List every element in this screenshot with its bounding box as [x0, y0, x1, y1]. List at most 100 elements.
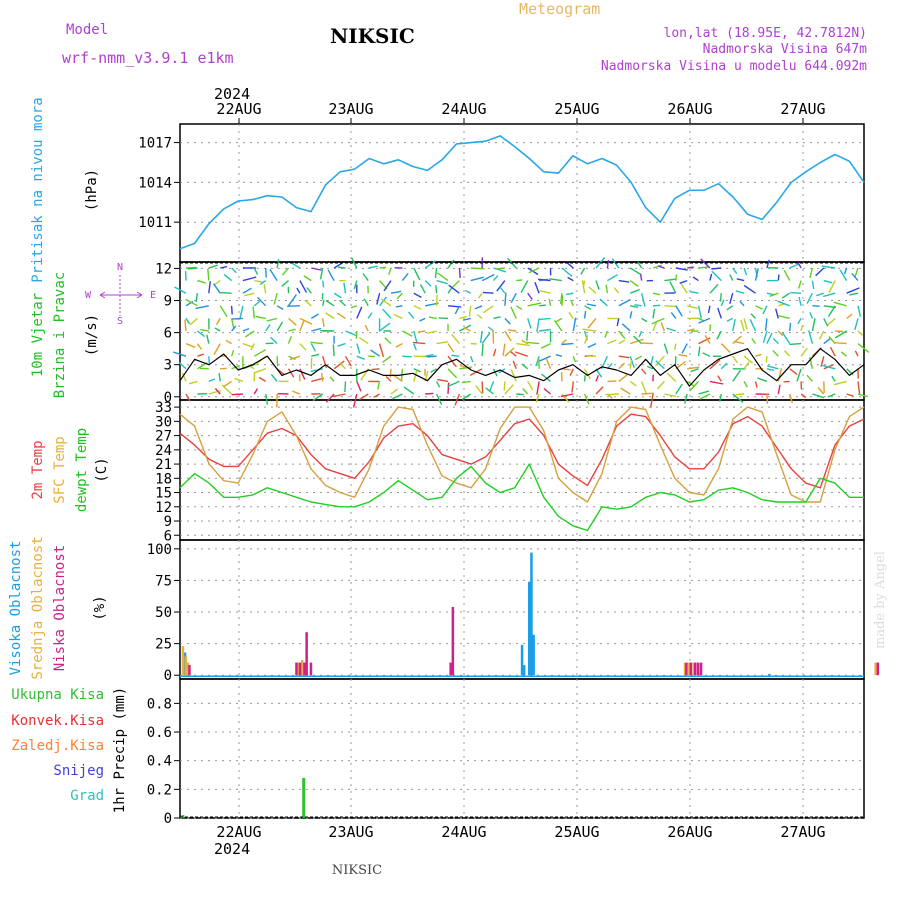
- wind-arrow: [424, 280, 432, 287]
- wind-arrow: [618, 374, 628, 382]
- bar: [303, 662, 306, 676]
- wind-arrow: [604, 330, 609, 338]
- top-day-labels: 22AUG 23AUG 24AUG 25AUG 26AUG 27AUG: [216, 100, 826, 124]
- wind-arrow: [208, 378, 216, 383]
- wind-arrow: [599, 298, 608, 307]
- wind-arrow: [561, 368, 571, 371]
- wind-arrow: [797, 318, 802, 325]
- y-tick-label: 0: [164, 668, 172, 684]
- wind-arrow: [402, 330, 413, 337]
- wind-arrow: [539, 328, 551, 332]
- wind-arrow: [356, 355, 365, 360]
- wind-arrow: [402, 355, 412, 358]
- wind-arrow: [663, 343, 669, 354]
- wind-arrow: [654, 355, 665, 367]
- temp-line-1: [179, 413, 865, 489]
- wind-arrow: [541, 373, 551, 382]
- wind-arrow: [367, 312, 373, 319]
- wind-arrow: [492, 330, 495, 344]
- wind-arrow: [527, 318, 532, 329]
- y-tick-label: 30: [155, 414, 172, 430]
- wind-arrow: [709, 359, 721, 370]
- wind-arrow: [234, 377, 244, 383]
- wind-arrow: [674, 343, 677, 351]
- wind-arrow: [783, 350, 791, 357]
- bar: [530, 552, 533, 676]
- wind-arrow: [379, 266, 387, 269]
- wind-arrow: [607, 380, 617, 383]
- wind-arrow: [800, 347, 808, 357]
- wind-arrow: [637, 261, 643, 269]
- wind-arrow: [646, 365, 654, 370]
- pressure-label: Pritisak na nivou mora: [30, 97, 46, 282]
- wind-arrow: [851, 272, 859, 282]
- wind-arrow: [669, 281, 677, 294]
- temp-label-2: SFC Temp: [52, 436, 68, 503]
- wind-arrow: [510, 292, 517, 304]
- wind-arrow: [276, 356, 279, 367]
- wind-arrow: [189, 317, 198, 326]
- wind-arrow: [800, 324, 804, 332]
- wind-arrow: [656, 380, 665, 390]
- wind-arrow: [583, 310, 587, 319]
- wind-arrow: [492, 368, 498, 377]
- wind-arrow: [287, 335, 293, 344]
- wind-arrow: [452, 280, 460, 288]
- wind-arrow: [789, 393, 793, 404]
- wind-arrow: [252, 306, 255, 319]
- wind-arrow: [390, 388, 399, 395]
- wind-arrow: [634, 304, 642, 307]
- wind-arrow: [811, 318, 816, 332]
- temp-line-2: [179, 406, 865, 503]
- bar: [699, 662, 703, 676]
- wind-arrow: [181, 372, 187, 382]
- wind-arrow: [385, 376, 392, 382]
- bar: [532, 634, 535, 676]
- wind-arrow: [846, 313, 853, 319]
- wind-arrow: [846, 287, 860, 294]
- y-tick-label: 0.8: [147, 696, 172, 712]
- wind-arrow: [481, 273, 495, 282]
- wind-arrow: [493, 316, 501, 320]
- wind-arrow: [195, 305, 209, 310]
- wind-arrow: [351, 257, 358, 269]
- wind-arrow: [207, 268, 210, 281]
- wind-arrow: [687, 305, 698, 310]
- wind-arrow: [816, 292, 825, 297]
- wind-arrow: [223, 273, 233, 282]
- wind-arrow: [230, 318, 235, 330]
- bottom-day-label: 26AUG: [667, 823, 712, 841]
- grid-lines: [180, 124, 864, 819]
- wind-arrow: [857, 305, 862, 317]
- wind-arrow: [538, 278, 551, 282]
- wind-arrow: [325, 393, 335, 403]
- wind-arrow: [521, 363, 529, 370]
- wind-arrow: [522, 388, 529, 395]
- wind-arrow: [539, 290, 551, 294]
- wind-arrow: [798, 296, 802, 306]
- wind-arrow: [545, 358, 552, 370]
- wind-arrow: [651, 317, 665, 325]
- wind-arrow: [560, 293, 563, 304]
- wind-arrow: [783, 269, 791, 281]
- wind-arrow: [620, 387, 631, 395]
- wind-arrow: [356, 343, 361, 354]
- wind-arrow: [428, 316, 437, 320]
- wind-arrow: [582, 328, 597, 332]
- wind-arrow: [818, 330, 825, 340]
- wind-arrow: [288, 328, 296, 332]
- model-label: Model: [66, 22, 108, 38]
- wind-arrow: [185, 318, 191, 325]
- wind-arrow: [536, 381, 540, 395]
- wind-arrow: [569, 368, 574, 376]
- wind-arrow: [740, 319, 745, 332]
- wind-arrow: [823, 279, 833, 284]
- wind-arrow: [720, 299, 725, 307]
- wind-arrow: [732, 393, 744, 403]
- wind-arrow: [587, 342, 597, 349]
- bar: [768, 673, 771, 676]
- wind-arrow: [470, 276, 484, 282]
- wind-arrow: [382, 355, 392, 363]
- bottom-day-label: 27AUG: [780, 823, 825, 841]
